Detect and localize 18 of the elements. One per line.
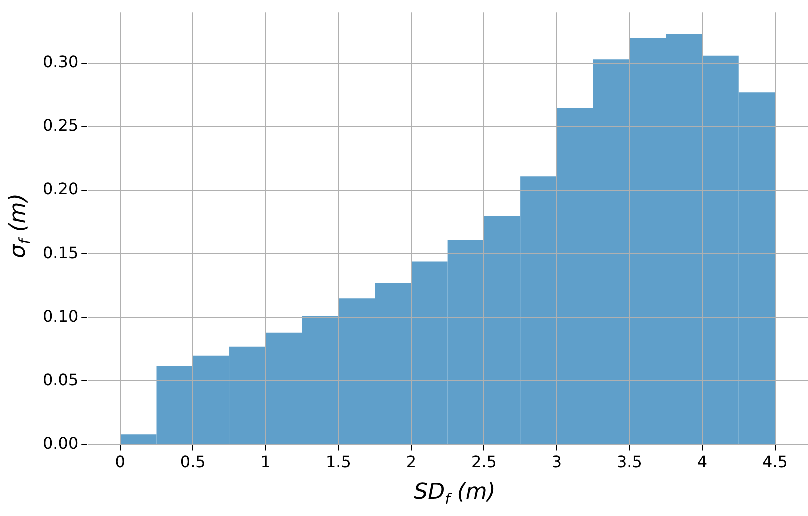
x-tick-label: 3.5: [617, 452, 642, 472]
x-tick-label: 4.5: [762, 452, 788, 472]
y-tick-label: 0.10: [43, 306, 79, 326]
y-tick-label: 0.05: [43, 370, 79, 390]
x-tick-label: 1: [260, 452, 271, 472]
y-tick-label: 0.20: [43, 180, 79, 199]
x-tick-label: 1.5: [326, 452, 352, 472]
x-tick-label: 0: [115, 452, 126, 472]
x-tick-label: 4: [697, 452, 708, 472]
y-tick-label: 0.25: [43, 116, 79, 136]
x-tick-label: 0.5: [180, 452, 206, 472]
x-tick-label: 2: [406, 452, 417, 472]
y-tick-label: 0.00: [43, 434, 79, 453]
y-tick-label: 0.15: [43, 243, 79, 262]
x-tick-label: 2.5: [471, 452, 497, 472]
x-axis-title: SD$_{f}$ (m): [414, 480, 496, 508]
x-tick-label: 3: [552, 452, 562, 472]
y-tick-label: 0.30: [43, 52, 79, 72]
